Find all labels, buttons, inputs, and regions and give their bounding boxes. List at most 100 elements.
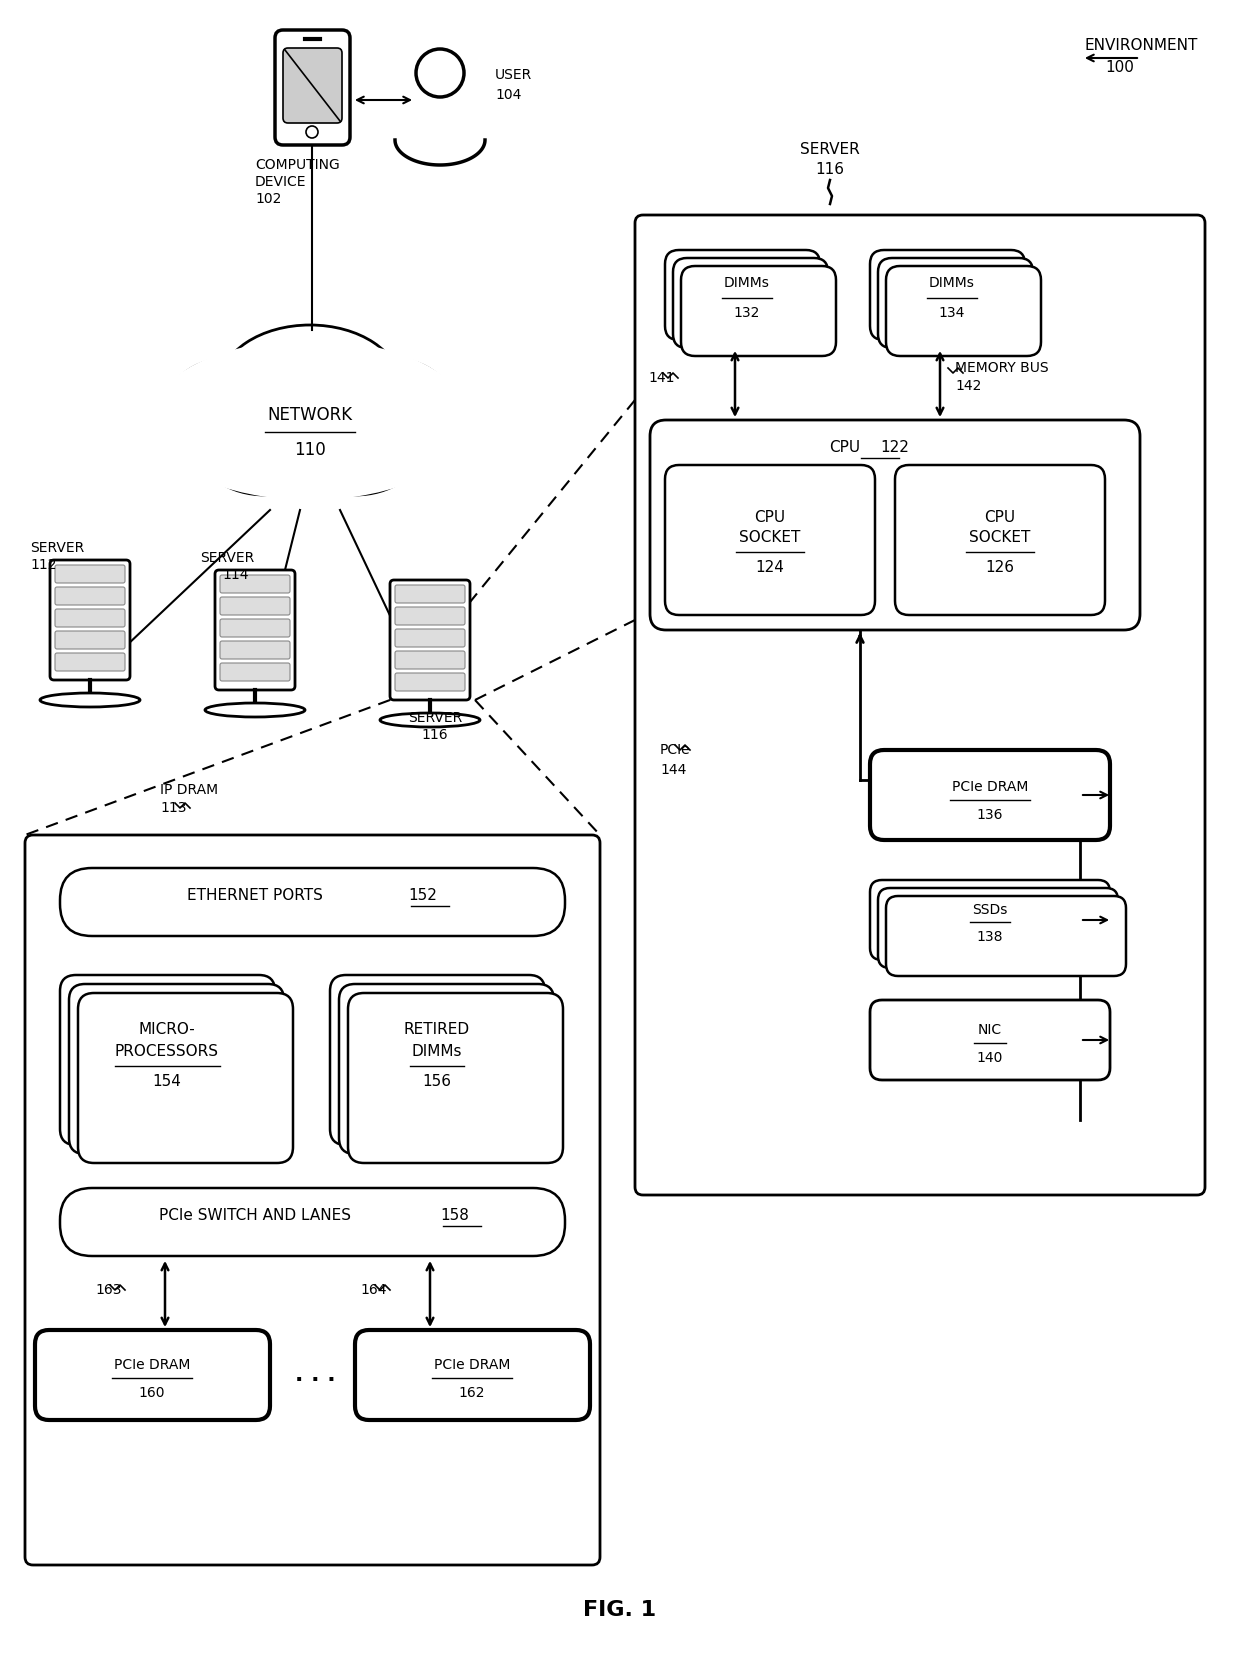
FancyBboxPatch shape — [396, 585, 465, 603]
Text: DEVICE: DEVICE — [255, 174, 306, 189]
FancyBboxPatch shape — [55, 586, 125, 605]
Text: DIMMs: DIMMs — [929, 276, 975, 291]
FancyBboxPatch shape — [396, 673, 465, 691]
Text: DIMMs: DIMMs — [724, 276, 770, 291]
Text: CPU: CPU — [830, 440, 861, 455]
Text: 114: 114 — [222, 568, 248, 581]
Text: 113: 113 — [160, 801, 186, 816]
Text: MEMORY BUS: MEMORY BUS — [955, 360, 1049, 375]
FancyBboxPatch shape — [895, 465, 1105, 615]
FancyBboxPatch shape — [219, 620, 290, 638]
FancyBboxPatch shape — [60, 1188, 565, 1256]
Text: 116: 116 — [816, 163, 844, 178]
FancyBboxPatch shape — [55, 631, 125, 649]
Circle shape — [306, 126, 317, 138]
Text: 134: 134 — [939, 306, 965, 321]
FancyBboxPatch shape — [870, 251, 1025, 341]
Text: 124: 124 — [755, 560, 785, 575]
FancyBboxPatch shape — [396, 630, 465, 648]
Ellipse shape — [241, 404, 379, 487]
Text: SERVER: SERVER — [800, 143, 859, 158]
Text: 104: 104 — [495, 88, 521, 101]
FancyBboxPatch shape — [219, 596, 290, 615]
FancyBboxPatch shape — [50, 560, 130, 679]
FancyBboxPatch shape — [78, 993, 293, 1163]
Text: PCIe DRAM: PCIe DRAM — [952, 781, 1028, 794]
Text: PCIe: PCIe — [660, 742, 691, 757]
FancyBboxPatch shape — [60, 975, 275, 1144]
FancyBboxPatch shape — [35, 1330, 270, 1420]
Text: NETWORK: NETWORK — [268, 405, 352, 424]
FancyBboxPatch shape — [219, 663, 290, 681]
Text: 152: 152 — [408, 887, 436, 902]
Text: 122: 122 — [880, 440, 909, 455]
Text: 100: 100 — [1105, 60, 1133, 75]
FancyBboxPatch shape — [396, 606, 465, 625]
Text: ENVIRONMENT: ENVIRONMENT — [1085, 38, 1198, 53]
Text: 154: 154 — [153, 1073, 181, 1088]
FancyBboxPatch shape — [283, 48, 342, 123]
Ellipse shape — [325, 359, 455, 462]
FancyBboxPatch shape — [673, 257, 828, 349]
Text: COMPUTING: COMPUTING — [255, 158, 340, 173]
Text: PROCESSORS: PROCESSORS — [115, 1045, 219, 1060]
Text: DIMMs: DIMMs — [412, 1045, 463, 1060]
Text: IP DRAM: IP DRAM — [160, 782, 218, 797]
Text: CPU: CPU — [985, 510, 1016, 525]
FancyBboxPatch shape — [635, 214, 1205, 1194]
Text: PCIe SWITCH AND LANES: PCIe SWITCH AND LANES — [159, 1208, 351, 1222]
Text: 102: 102 — [255, 193, 281, 206]
Text: 116: 116 — [422, 728, 449, 742]
FancyBboxPatch shape — [870, 1000, 1110, 1080]
Text: NIC: NIC — [978, 1023, 1002, 1036]
FancyBboxPatch shape — [878, 257, 1033, 349]
FancyBboxPatch shape — [219, 575, 290, 593]
FancyBboxPatch shape — [55, 610, 125, 626]
Text: SERVER: SERVER — [30, 541, 84, 555]
Text: 156: 156 — [423, 1073, 451, 1088]
Text: MICRO-: MICRO- — [139, 1023, 196, 1038]
FancyBboxPatch shape — [25, 835, 600, 1565]
Ellipse shape — [290, 405, 420, 495]
Text: 141: 141 — [649, 370, 675, 385]
FancyBboxPatch shape — [887, 266, 1042, 355]
Ellipse shape — [200, 405, 330, 495]
Text: USER: USER — [495, 68, 532, 81]
FancyBboxPatch shape — [55, 653, 125, 671]
Text: 160: 160 — [139, 1385, 165, 1400]
Circle shape — [415, 50, 464, 96]
Text: 112: 112 — [30, 558, 57, 571]
FancyBboxPatch shape — [339, 983, 554, 1154]
Ellipse shape — [379, 713, 480, 728]
Text: 163: 163 — [95, 1282, 122, 1297]
Text: SOCKET: SOCKET — [739, 530, 801, 545]
Ellipse shape — [150, 341, 470, 500]
FancyBboxPatch shape — [887, 895, 1126, 977]
Text: CPU: CPU — [754, 510, 786, 525]
FancyBboxPatch shape — [55, 565, 125, 583]
FancyBboxPatch shape — [396, 651, 465, 669]
Ellipse shape — [219, 326, 401, 445]
Ellipse shape — [165, 359, 295, 462]
Ellipse shape — [205, 703, 305, 718]
Text: 140: 140 — [977, 1051, 1003, 1065]
Text: PCIe DRAM: PCIe DRAM — [114, 1359, 190, 1372]
FancyBboxPatch shape — [215, 570, 295, 689]
Text: SOCKET: SOCKET — [970, 530, 1030, 545]
Text: 138: 138 — [977, 930, 1003, 943]
Text: 164: 164 — [360, 1282, 387, 1297]
FancyBboxPatch shape — [665, 251, 820, 341]
Text: . . .: . . . — [295, 1365, 335, 1385]
Text: 144: 144 — [660, 762, 687, 777]
Text: 110: 110 — [294, 442, 326, 458]
FancyBboxPatch shape — [681, 266, 836, 355]
Text: PCIe DRAM: PCIe DRAM — [434, 1359, 510, 1372]
Text: SERVER: SERVER — [408, 711, 463, 724]
FancyBboxPatch shape — [665, 465, 875, 615]
Text: 158: 158 — [440, 1208, 469, 1222]
Text: ETHERNET PORTS: ETHERNET PORTS — [187, 887, 322, 902]
FancyBboxPatch shape — [348, 993, 563, 1163]
Text: FIG. 1: FIG. 1 — [584, 1600, 656, 1619]
FancyBboxPatch shape — [355, 1330, 590, 1420]
Text: 136: 136 — [977, 807, 1003, 822]
